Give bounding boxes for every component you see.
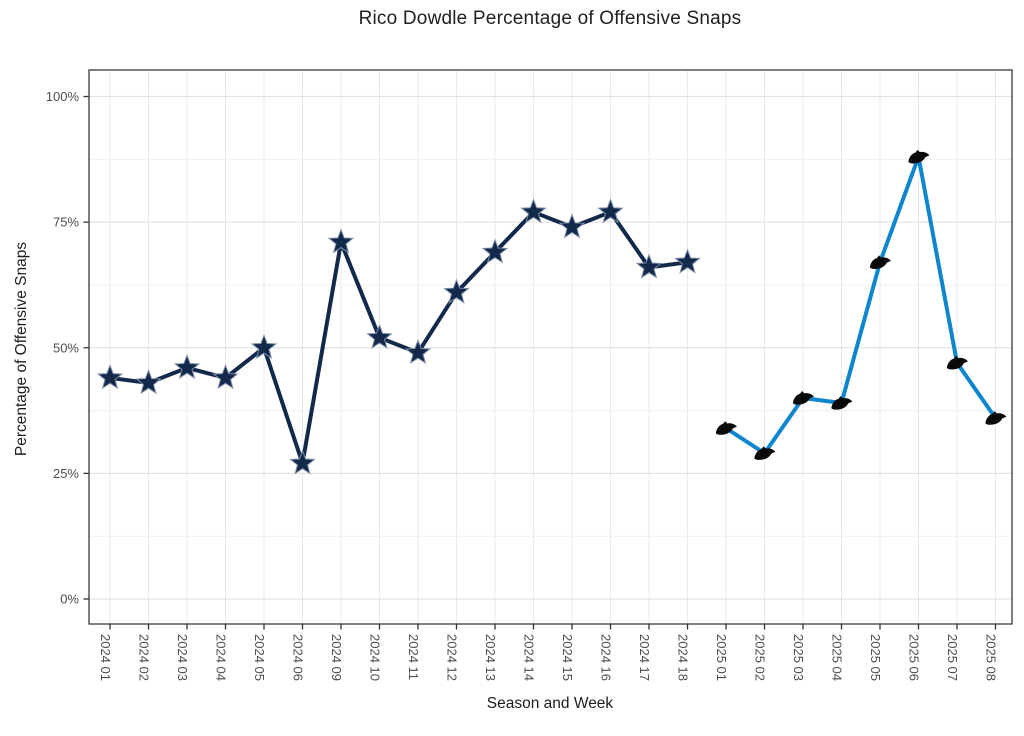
panthers-logo-icon: [715, 421, 737, 435]
panthers-logo-icon: [869, 255, 891, 269]
series-line-2024: [108, 210, 690, 466]
x-tick-label: 2024 10: [368, 634, 383, 681]
x-tick-label: 2024 17: [637, 634, 652, 681]
cowboys-star-icon: [327, 228, 355, 254]
x-tick-label: 2025 04: [830, 634, 845, 681]
x-tick-label: 2024 09: [329, 634, 344, 681]
cowboys-star-icon: [443, 278, 470, 304]
cowboys-star-icon: [250, 333, 278, 360]
cowboys-star-icon: [404, 338, 432, 365]
cowboys-star-icon: [366, 323, 393, 349]
x-tick-label: 2024 12: [445, 634, 460, 681]
panthers-logo-icon: [946, 355, 968, 370]
x-tick-label: 2024 02: [137, 634, 152, 681]
panel-border: [88, 69, 1013, 625]
x-tick-label: 2024 16: [599, 634, 614, 681]
x-tick-label: 2024 03: [175, 634, 190, 681]
x-tick-label: 2024 14: [522, 634, 537, 681]
x-tick-label: 2025 02: [753, 634, 768, 681]
x-tick-label: 2024 05: [252, 634, 267, 681]
x-tick-label: 2024 15: [560, 634, 575, 681]
x-tick-label: 2025 07: [945, 634, 960, 681]
y-tick-label: 75%: [53, 215, 79, 230]
series-line-2025: [724, 154, 998, 456]
cowboys-star-icon: [558, 213, 586, 239]
x-axis-title: Season and Week: [486, 695, 614, 712]
x-tick-label: 2024 01: [98, 634, 113, 681]
y-axis-title: Percentage of Offensive Snaps: [13, 241, 30, 457]
cowboys-star-icon: [289, 449, 316, 475]
x-tick-label: 2024 13: [483, 634, 498, 681]
x-tick-label: 2025 08: [984, 634, 999, 681]
x-tick-label: 2025 01: [714, 634, 729, 681]
cowboys-star-icon: [135, 369, 162, 395]
y-tick-label: 0%: [60, 592, 79, 607]
panthers-logo-icon: [908, 149, 930, 164]
cowboys-star-icon: [96, 363, 124, 390]
panthers-logo-icon: [754, 446, 776, 460]
x-tick-label: 2025 03: [791, 634, 806, 681]
cowboys-star-icon: [481, 238, 509, 264]
x-tick-label: 2024 04: [214, 634, 229, 681]
cowboys-star-icon: [597, 198, 624, 224]
panthers-logo-icon: [985, 411, 1007, 425]
panthers-logo-icon: [792, 391, 814, 405]
x-tick-label: 2025 06: [907, 634, 922, 681]
cowboys-star-icon: [674, 248, 701, 274]
x-tick-label: 2024 06: [291, 634, 306, 681]
panel-background: [89, 70, 1012, 624]
cowboys-star-icon: [173, 353, 201, 380]
cowboys-star-icon: [635, 253, 663, 279]
y-tick-label: 50%: [53, 340, 79, 355]
x-tick-label: 2024 18: [676, 634, 691, 681]
x-tick-label: 2025 05: [868, 634, 883, 681]
x-tick-label: 2024 11: [406, 634, 421, 680]
panthers-logo-icon: [831, 396, 853, 410]
chart-title: Rico Dowdle Percentage of Offensive Snap…: [358, 8, 742, 29]
y-tick-label: 25%: [53, 466, 79, 481]
y-tick-label: 100%: [46, 89, 80, 104]
cowboys-star-icon: [520, 198, 547, 224]
cowboys-star-icon: [212, 363, 239, 390]
